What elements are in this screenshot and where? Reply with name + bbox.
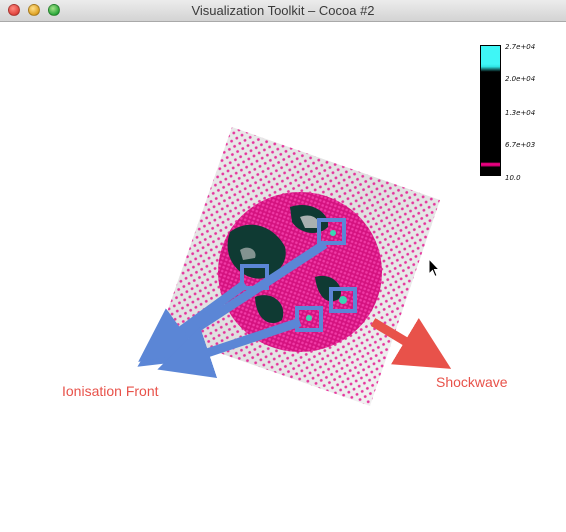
arrow-shockwave	[370, 317, 452, 369]
mouse-cursor-icon	[428, 258, 440, 278]
minimize-window-button[interactable]	[28, 4, 40, 16]
scalar-bar	[480, 45, 501, 176]
scalar-bar-label: 10.0	[505, 174, 521, 182]
close-window-button[interactable]	[8, 4, 20, 16]
region-box-1	[317, 218, 346, 245]
render-viewport[interactable]: 2.7e+04 2.0e+04 1.3e+04 6.7e+03 10.0 Ion…	[0, 22, 566, 532]
volume-slab	[160, 127, 440, 406]
region-box-3	[329, 287, 357, 313]
scalar-bar-label: 6.7e+03	[505, 141, 536, 149]
window-title: Visualization Toolkit – Cocoa #2	[191, 3, 375, 18]
ionisation-front-label: Ionisation Front	[62, 383, 159, 399]
volume-rendering	[137, 127, 452, 406]
zoom-window-button[interactable]	[48, 4, 60, 16]
scalar-bar-label: 1.3e+04	[505, 109, 536, 117]
ionisation-front-arrows	[137, 240, 328, 379]
scalar-bar-label: 2.0e+04	[505, 75, 536, 83]
scalar-bar-label: 2.7e+04	[505, 43, 536, 51]
shockwave-label: Shockwave	[436, 374, 508, 390]
title-bar: Visualization Toolkit – Cocoa #2	[0, 0, 566, 22]
arrow-front-3	[157, 317, 302, 379]
